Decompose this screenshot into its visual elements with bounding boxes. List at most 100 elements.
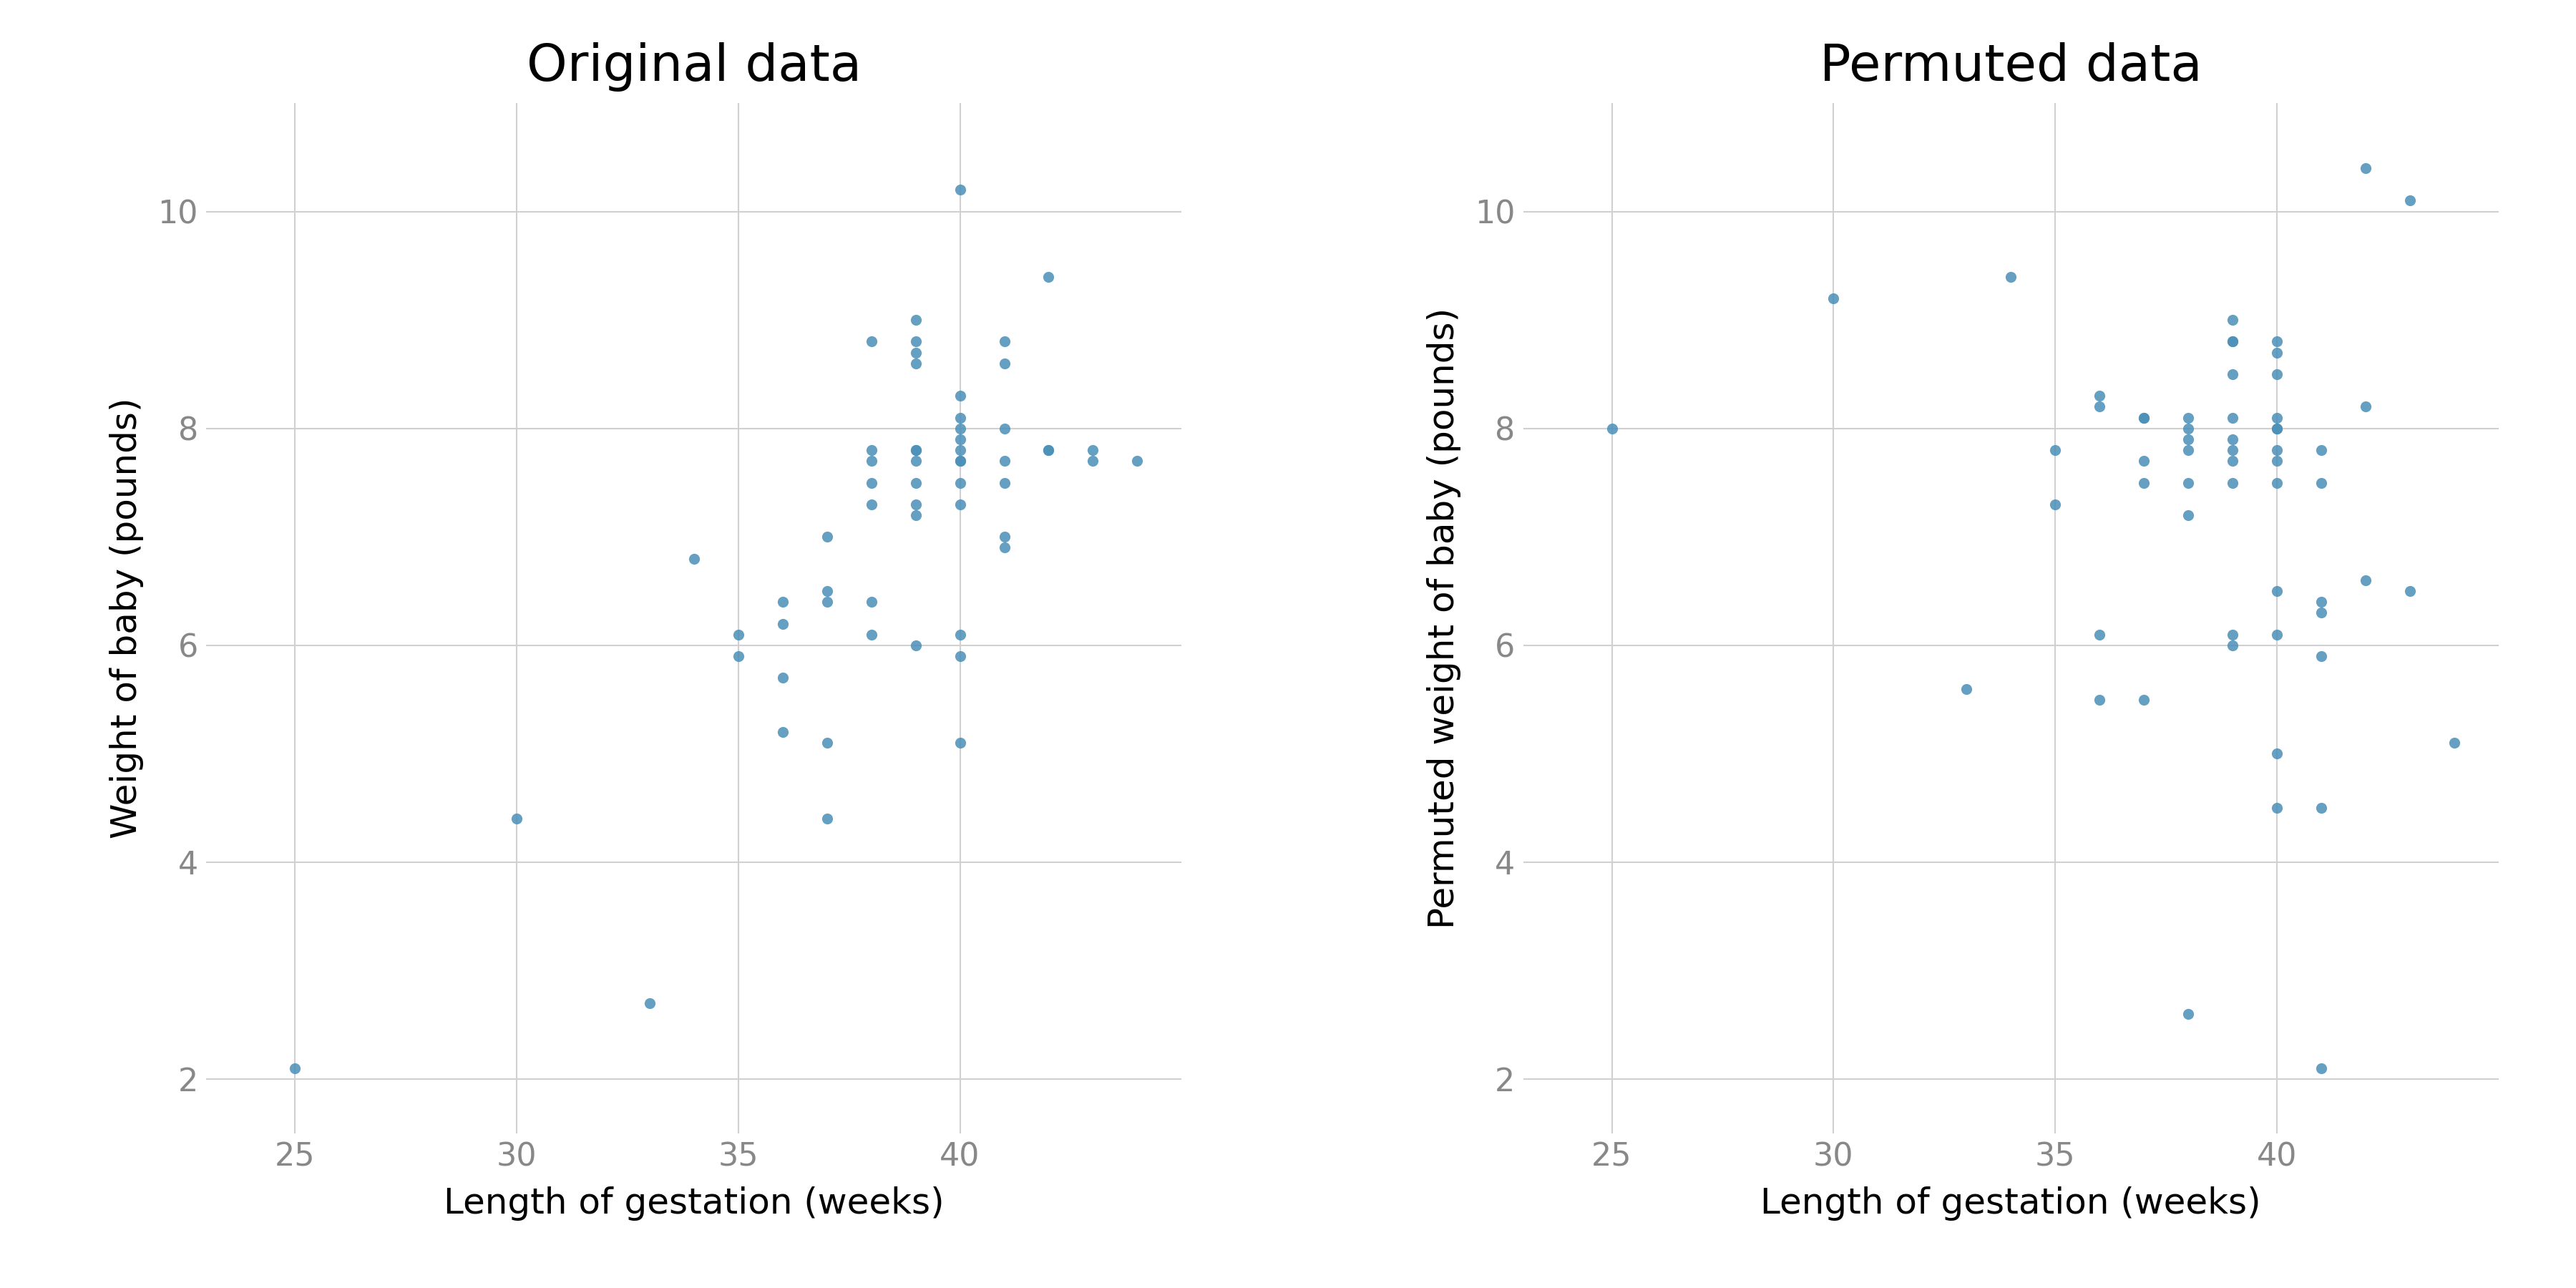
Point — [850, 473, 891, 493]
Point — [850, 451, 891, 471]
Y-axis label: Permuted weight of baby (pounds): Permuted weight of baby (pounds) — [1427, 308, 1461, 929]
Point — [2257, 625, 2298, 645]
Point — [2166, 407, 2208, 428]
Point — [2123, 407, 2164, 428]
Point — [2391, 581, 2432, 601]
Point — [273, 1057, 314, 1078]
Point — [984, 353, 1025, 374]
Point — [1028, 439, 1069, 460]
Point — [2213, 429, 2254, 450]
Point — [1118, 451, 1159, 471]
Y-axis label: Weight of baby (pounds): Weight of baby (pounds) — [108, 398, 144, 838]
Point — [2257, 473, 2298, 493]
Point — [2391, 191, 2432, 211]
Point — [1945, 679, 1986, 699]
Point — [2257, 419, 2298, 439]
Point — [894, 353, 935, 374]
Point — [806, 591, 848, 612]
Point — [2123, 407, 2164, 428]
Point — [940, 451, 981, 471]
Point — [1028, 439, 1069, 460]
Point — [984, 537, 1025, 558]
Point — [2213, 407, 2254, 428]
Point — [2257, 331, 2298, 352]
Point — [2166, 419, 2208, 439]
Point — [1592, 419, 1633, 439]
Point — [894, 473, 935, 493]
Point — [1814, 289, 1855, 309]
Point — [2300, 439, 2342, 460]
Point — [2300, 1057, 2342, 1078]
Point — [2213, 473, 2254, 493]
Point — [850, 625, 891, 645]
Point — [2166, 439, 2208, 460]
Point — [940, 625, 981, 645]
Point — [940, 473, 981, 493]
Point — [806, 581, 848, 601]
Point — [894, 343, 935, 363]
Point — [2257, 743, 2298, 764]
Title: Original data: Original data — [526, 43, 860, 91]
Point — [2035, 495, 2076, 515]
Point — [2257, 365, 2298, 385]
Point — [806, 809, 848, 829]
Point — [2213, 309, 2254, 330]
Point — [806, 527, 848, 547]
Point — [894, 439, 935, 460]
Point — [850, 591, 891, 612]
Point — [894, 439, 935, 460]
Point — [850, 495, 891, 515]
Point — [2213, 625, 2254, 645]
Point — [2257, 451, 2298, 471]
Point — [2079, 625, 2120, 645]
X-axis label: Length of gestation (weeks): Length of gestation (weeks) — [1759, 1186, 2262, 1221]
Point — [2079, 397, 2120, 417]
Point — [2300, 603, 2342, 623]
Point — [806, 733, 848, 753]
Point — [940, 733, 981, 753]
Point — [719, 645, 760, 666]
Point — [984, 473, 1025, 493]
Title: Permuted data: Permuted data — [1819, 43, 2202, 91]
Point — [984, 527, 1025, 547]
Point — [940, 407, 981, 428]
Point — [2257, 797, 2298, 818]
Point — [940, 179, 981, 200]
Point — [2257, 407, 2298, 428]
Point — [629, 993, 670, 1014]
Point — [2344, 158, 2385, 179]
Point — [2166, 1003, 2208, 1024]
Point — [762, 591, 804, 612]
Point — [2213, 439, 2254, 460]
Point — [940, 495, 981, 515]
Point — [940, 645, 981, 666]
Point — [2166, 505, 2208, 526]
Point — [2257, 343, 2298, 363]
Point — [672, 549, 714, 569]
Point — [940, 385, 981, 406]
Point — [894, 635, 935, 656]
Point — [1991, 267, 2032, 287]
Point — [894, 495, 935, 515]
Point — [894, 451, 935, 471]
Point — [2344, 397, 2385, 417]
Point — [2257, 581, 2298, 601]
Point — [2300, 797, 2342, 818]
Point — [2213, 331, 2254, 352]
Point — [940, 439, 981, 460]
Point — [850, 331, 891, 352]
X-axis label: Length of gestation (weeks): Length of gestation (weeks) — [443, 1186, 945, 1221]
Point — [1072, 451, 1113, 471]
Point — [2079, 689, 2120, 710]
Point — [894, 505, 935, 526]
Point — [984, 451, 1025, 471]
Point — [2344, 571, 2385, 591]
Point — [2123, 451, 2164, 471]
Point — [762, 613, 804, 634]
Point — [850, 439, 891, 460]
Point — [2166, 473, 2208, 493]
Point — [762, 721, 804, 742]
Point — [2213, 451, 2254, 471]
Point — [894, 309, 935, 330]
Point — [1028, 267, 1069, 287]
